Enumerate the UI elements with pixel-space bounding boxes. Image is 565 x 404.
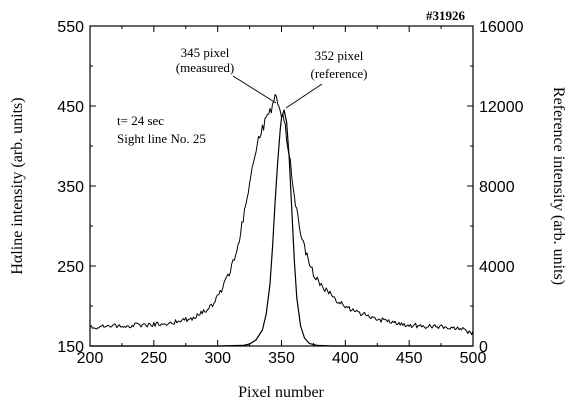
annotation-reference-line2: (reference) [311,66,368,81]
plot-frame [89,25,474,347]
tick-labels: 200 250 300 350 400 450 500 150 250 350 450 550 0 400… [57,19,523,367]
y-axis-right-title: Reference intensity (arb. units) [550,87,565,285]
shot-label: #31926 [426,8,466,23]
annotation-measured-pointer [232,75,277,104]
y-right-tick-label-2: 8000 [479,179,515,196]
annotation-sightline: Sight line No. 25 [117,131,206,146]
annotation-time: t= 24 sec [117,113,164,128]
y-left-tick-label-1: 250 [57,259,84,276]
annotation-reference-line1: 352 pixel [315,48,364,63]
y-right-tick-label-1: 4000 [479,259,515,276]
x-tick-label-6: 500 [460,350,487,367]
y-right-tick-label-4: 16000 [479,19,524,36]
annotation-measured-line2: (measured) [176,60,234,75]
x-tick-label-4: 400 [332,350,359,367]
y-left-tick-label-4: 550 [57,19,84,36]
x-tick-label-1: 250 [140,350,167,367]
y-right-tick-label-3: 12000 [479,99,524,116]
y-left-tick-label-2: 350 [57,179,84,196]
y-axis-left-title: Hαline intensity (arb. units) [9,97,26,274]
y-right-tick-label-0: 0 [479,339,488,356]
y-left-tick-label-0: 150 [57,339,84,356]
series-layer [89,94,474,347]
x-tick-label-3: 350 [268,350,295,367]
annotation-measured-line1: 345 pixel [181,45,230,60]
y-axis-left-title-prefix: Hα [9,254,26,275]
x-tick-label-5: 450 [396,350,423,367]
annotation-reference-pointer [285,83,323,109]
x-axis-title: Pixel number [238,384,324,401]
tick-marks [89,25,474,347]
y-axis-left-title-rest: line intensity (arb. units) [9,97,26,254]
x-tick-label-2: 300 [204,350,231,367]
x-tick-label-0: 200 [77,350,104,367]
series-reference-line [90,109,473,347]
y-left-tick-label-3: 450 [57,99,84,116]
